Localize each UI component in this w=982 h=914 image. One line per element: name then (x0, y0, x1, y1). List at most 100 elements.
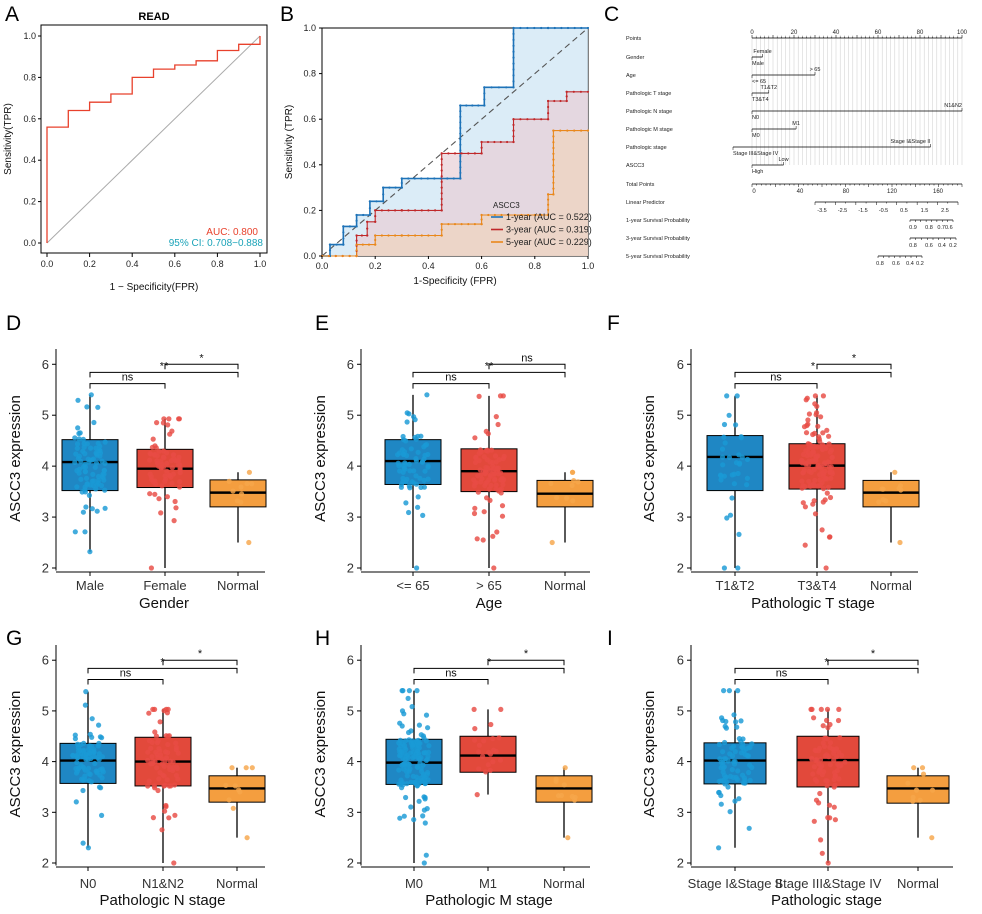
box-point (425, 452, 430, 457)
box-point (411, 480, 416, 485)
b-point-1year (329, 244, 331, 246)
b-point-1year (533, 27, 535, 29)
panel-b-ylabel: Sensitivity (TPR) (284, 105, 295, 179)
box-point (78, 459, 83, 464)
box-point (749, 765, 754, 770)
significance-bracket (414, 679, 488, 684)
box-point (825, 783, 830, 788)
significance-label: ** (160, 360, 169, 372)
b-point-3year (533, 118, 535, 120)
b-point-1year (382, 187, 384, 189)
box-point (418, 485, 423, 490)
b-point-5year (552, 147, 554, 149)
box-point (77, 467, 82, 472)
b-point-5year (467, 223, 469, 225)
box-point (85, 441, 90, 446)
box-category-label: Female (143, 578, 186, 593)
box-xlabel: Pathologic T stage (751, 595, 875, 612)
box-point (930, 788, 935, 793)
box-point (820, 527, 825, 532)
box-point (102, 488, 107, 493)
b-point-1year (477, 104, 479, 106)
box-point (746, 770, 751, 775)
b-point-5year (547, 193, 549, 195)
significance-label: * (852, 352, 857, 364)
box-point (921, 772, 926, 777)
box-point (827, 535, 832, 540)
box-point (75, 425, 80, 430)
b-point-1year (427, 177, 429, 179)
b-point-5year (552, 159, 554, 161)
box-point (826, 460, 831, 465)
box-ytick-label: 2 (347, 856, 354, 871)
box-point (83, 485, 88, 490)
box-point (177, 479, 182, 484)
b-point-5year (434, 234, 436, 236)
significance-bracket (88, 668, 237, 673)
b-point-3year (547, 118, 549, 120)
b-point-5year (552, 170, 554, 172)
a-xtick-label: 0.2 (83, 259, 96, 269)
box-category-label: Normal (217, 578, 259, 593)
b-point-5year (547, 199, 549, 201)
box-point (401, 437, 406, 442)
panel-b-legend-title: ASCC3 (493, 201, 520, 210)
box-point (159, 827, 164, 832)
box-point (87, 549, 92, 554)
b-point-3year (506, 141, 508, 143)
box-ytick-label: 3 (347, 805, 354, 820)
significance-bracket (735, 679, 828, 684)
box-point (415, 505, 420, 510)
b-point-5year (387, 234, 389, 236)
box-point (403, 795, 408, 800)
box-point (809, 443, 814, 448)
b-point-3year (394, 209, 396, 211)
box-point (799, 479, 804, 484)
box-point (731, 712, 736, 717)
box-point (159, 483, 164, 488)
figure: A READ 0.00.20.40.60.81.0 0.0 0.2 0.4 0.6 0.… (0, 0, 982, 914)
box-point (721, 435, 726, 440)
box-point (89, 744, 94, 749)
box-point (97, 785, 102, 790)
significance-label: * (524, 648, 529, 660)
box-ytick-label: 3 (677, 805, 684, 820)
panel-label-i: I (607, 627, 613, 650)
a-xtick-label: 0.0 (41, 259, 54, 269)
panel-a-auc: AUC: 0.800 (206, 227, 258, 238)
b-point-5year (356, 255, 358, 257)
c-stage-low: Stage III&Stage IV (733, 151, 779, 157)
c-mstage-high: M1 (792, 121, 800, 127)
box-point (88, 446, 93, 451)
b-point-5year (552, 164, 554, 166)
box-point (396, 767, 401, 772)
c-tstage-low: T3&T4 (752, 97, 769, 103)
box-point (397, 721, 402, 726)
b-point-5year (559, 130, 561, 132)
box-point (408, 750, 413, 755)
b-point-1year (395, 187, 397, 189)
box-category-label: <= 65 (396, 578, 429, 593)
box-point (74, 484, 79, 489)
box-point (164, 755, 169, 760)
c-surv3_ticks-label: 0.2 (949, 243, 957, 249)
box-point (722, 422, 727, 427)
box-point (835, 768, 840, 773)
b-point-3year (481, 141, 483, 143)
box-point (492, 477, 497, 482)
b-point-1year (512, 86, 514, 88)
b-point-1year (362, 214, 364, 216)
box-point (173, 741, 178, 746)
significance-label: * (871, 648, 876, 660)
b-point-1year (440, 177, 442, 179)
box-point (477, 394, 482, 399)
a-ytick-label: 0.6 (23, 114, 36, 124)
box-point (101, 769, 106, 774)
b-point-5year (356, 249, 358, 251)
box-point (157, 770, 162, 775)
box-point (88, 458, 93, 463)
b-point-1year (356, 220, 358, 222)
box-point (573, 795, 578, 800)
b-point-1year (336, 244, 338, 246)
c-lp-label: -2.5 (838, 208, 847, 214)
